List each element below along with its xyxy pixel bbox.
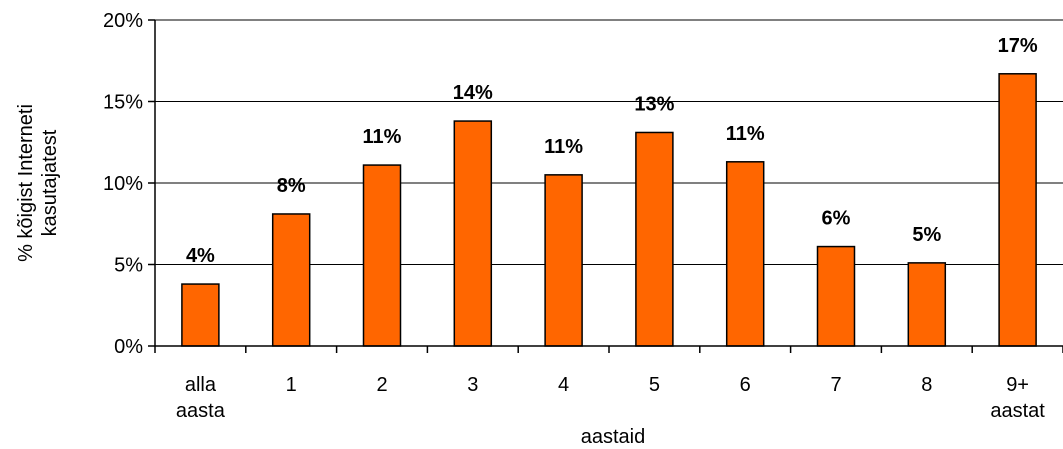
bar: [816, 245, 856, 347]
x-tick-label: 6: [740, 374, 751, 396]
x-tick-label: 5: [649, 374, 660, 396]
bar: [725, 161, 765, 347]
x-tick-label: 7: [830, 374, 841, 396]
bar: [453, 120, 493, 347]
data-label: 4%: [186, 245, 215, 267]
x-tick-label: 2: [376, 374, 387, 396]
y-tick-labels: 0% 5% 10% 15% 20%: [103, 10, 143, 358]
bar: [271, 213, 311, 347]
y-tick-label: 0%: [114, 336, 143, 358]
y-tick-label: 5%: [114, 255, 143, 277]
data-label: 13%: [634, 93, 674, 115]
x-tick-label: 8: [921, 374, 932, 396]
y-tick-label: 10%: [103, 173, 143, 195]
x-tick-label: 3: [467, 374, 478, 396]
data-label: 8%: [277, 175, 306, 197]
axes: [148, 19, 1063, 353]
data-label: 14%: [453, 82, 493, 104]
bar: [635, 131, 674, 347]
x-tick-label: 1: [286, 374, 297, 396]
data-label: 11%: [726, 123, 765, 145]
bar: [907, 262, 947, 347]
x-tick-label: alla aasta: [176, 374, 226, 422]
data-label: 5%: [912, 224, 941, 246]
y-axis-title: % kõigist Interneti kasutajatest: [15, 104, 61, 262]
data-label: 11%: [544, 136, 583, 158]
y-tick-label: 15%: [103, 92, 143, 114]
x-tick-label: 9+ aastat: [990, 374, 1045, 422]
y-tick-label: 20%: [103, 10, 143, 32]
data-label: 11%: [363, 126, 402, 148]
data-label: 17%: [998, 35, 1038, 57]
data-labels: 4% 8% 11% 14% 11% 13% 11% 6% 5% 17%: [186, 35, 1038, 267]
bar: [544, 174, 583, 347]
data-label: 6%: [822, 208, 851, 230]
bar: [181, 283, 220, 347]
x-tick-labels: alla aasta 1 2 3 4 5 6 7 8 9+ aastat: [176, 374, 1045, 422]
x-axis-title: aastaid: [581, 426, 646, 448]
x-tick-label: 4: [558, 374, 569, 396]
bar: [998, 73, 1037, 347]
bar: [362, 164, 402, 347]
bars: [181, 73, 1037, 347]
